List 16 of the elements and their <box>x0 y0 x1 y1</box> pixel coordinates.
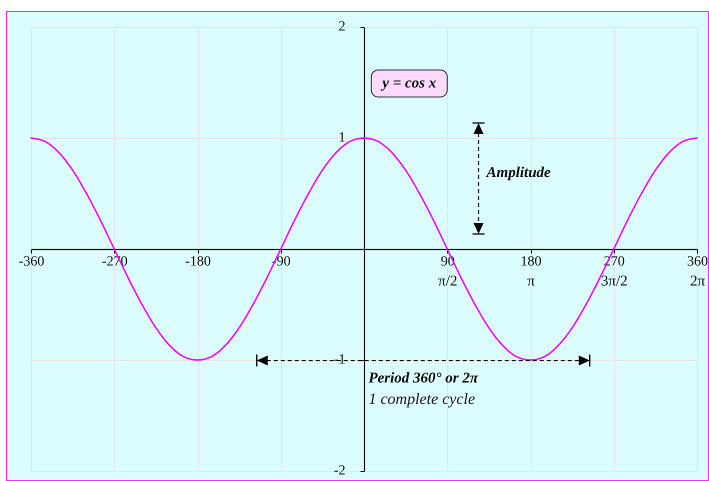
x2-tick-label: 3π/2 <box>600 274 628 290</box>
annotation: 1 complete cycle <box>368 391 476 408</box>
x2-tick-label: 2π <box>690 274 706 290</box>
y-tick-label: -2 <box>334 464 346 478</box>
annotation: Amplitude <box>486 164 552 181</box>
x-tick-label: 360 <box>687 254 708 270</box>
annotation: y = cos x <box>380 75 437 92</box>
x-tick-label: -360 <box>18 254 44 270</box>
x-tick-label: -180 <box>185 254 211 270</box>
annotation: Period 360° or 2π <box>368 370 479 387</box>
y-tick-label: -1 <box>334 352 346 368</box>
y-tick-label: 1 <box>338 130 346 146</box>
x-tick-label: 180 <box>520 254 542 270</box>
x2-tick-label: π/2 <box>438 274 458 290</box>
x2-tick-label: π <box>527 274 536 290</box>
y-tick-label: 2 <box>338 20 346 34</box>
